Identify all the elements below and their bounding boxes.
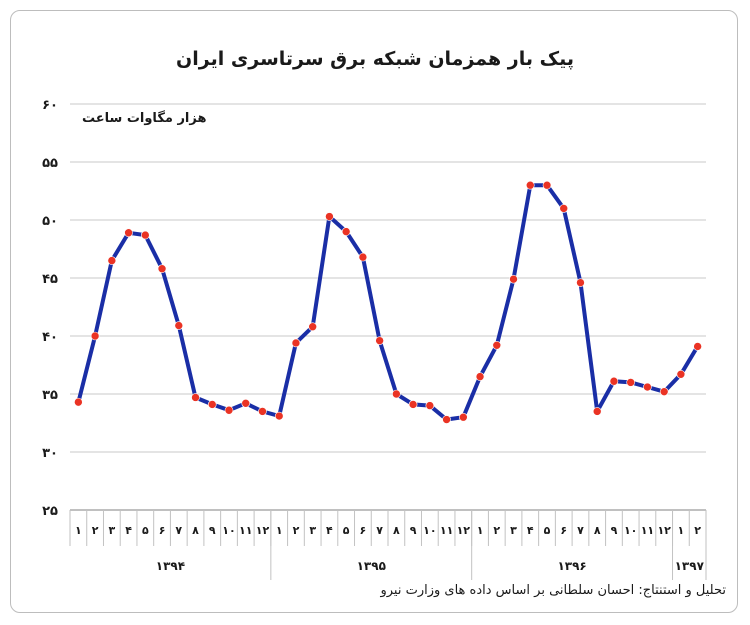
series-line [76,183,700,422]
x-tick-label: ۱۲ [457,524,471,537]
x-tick-label: ۶ [360,524,367,537]
data-point [459,412,468,422]
data-point [509,274,518,284]
x-tick-label: ۱۰ [624,524,637,537]
data-point [592,407,602,416]
data-point [191,393,200,402]
data-point [141,230,150,240]
data-point [425,401,435,410]
source-credit: تحلیل و استنتاج: احسان سلطانی بر اساس دا… [380,583,726,598]
x-tick-label: ۵ [142,524,149,537]
data-point [576,278,585,287]
data-point [442,415,451,424]
x-tick-label: ۱ [477,524,484,537]
data-point [325,212,334,221]
data-point [609,376,619,386]
x-tick-label: ۲ [92,524,99,537]
data-point [258,407,267,416]
data-point [676,369,686,379]
y-tick-label: ۵۰ [42,214,58,229]
data-point [308,322,317,332]
data-point [291,338,301,348]
data-point [643,382,652,392]
x-tick-label: ۸ [192,524,199,537]
y-tick-label: ۳۰ [42,446,58,461]
x-tick-label: ۱۱ [440,524,453,537]
data-point [207,400,217,409]
x-tick-label: ۲ [493,524,500,537]
x-tick-label: ۲ [293,524,300,537]
data-point [174,321,184,330]
x-tick-label: ۹ [410,524,417,537]
data-point [90,331,100,341]
y-tick-label: ۶۰ [42,98,58,113]
chart-title: پیک بار همزمان شبکه برق سرتاسری ایران [176,48,574,70]
y-tick-label: ۵۵ [42,156,58,171]
data-point [659,387,669,396]
data-point [124,228,133,238]
x-tick-label: ۴ [527,524,534,537]
x-tick-label: ۵ [544,524,551,537]
y-axis-unit-label: هزار مگاوات ساعت [82,111,207,126]
x-tick-label: ۳ [108,524,115,537]
data-point [626,378,635,387]
data-point [241,398,251,408]
year-label: ۱۳۹۶ [557,559,586,573]
x-tick-label: ۳ [510,524,517,537]
x-tick-label: ۱۲ [256,524,270,537]
year-label: ۱۳۹۴ [156,559,185,573]
x-tick-label: ۹ [209,524,216,537]
x-tick-label: ۱ [276,524,283,537]
y-tick-label: ۲۵ [42,504,58,519]
x-tick-label: ۷ [376,524,383,537]
x-tick-label: ۳ [309,524,316,537]
data-point [74,397,83,407]
year-label: ۱۳۹۵ [357,559,386,573]
data-markers [74,180,702,424]
x-tick-label: ۱ [75,524,82,537]
x-tick-label: ۹ [611,524,618,537]
y-tick-label: ۳۵ [42,388,58,403]
x-tick-label: ۵ [343,524,350,537]
data-point [392,389,401,399]
data-point [157,264,167,274]
data-point [525,180,535,190]
x-tick-label: ۷ [577,524,584,537]
x-tick-label: ۱ [678,524,685,537]
x-tick-label: ۸ [594,524,601,537]
x-tick-label: ۱۱ [641,524,654,537]
x-tick-label: ۶ [560,524,567,537]
x-tick-label: ۴ [125,524,132,537]
data-point [107,256,117,265]
y-tick-label: ۴۵ [42,272,58,287]
x-tick-label: ۴ [326,524,333,537]
data-point [475,372,485,381]
data-point [542,180,552,190]
x-tick-label: ۸ [393,524,400,537]
x-tick-label: ۱۱ [239,524,252,537]
data-point [358,252,368,262]
data-point [274,411,284,421]
x-tick-label: ۱۲ [657,524,671,537]
data-point [559,204,569,213]
data-point [492,340,502,350]
data-point [375,336,384,345]
data-point [693,342,702,351]
x-tick-label: ۷ [175,524,182,537]
data-series [76,183,700,422]
x-tick-label: ۶ [159,524,166,537]
data-point [408,400,418,409]
x-tick-label: ۱۰ [222,524,235,537]
grid-lines [70,103,706,453]
x-tick-label: ۲ [694,524,701,537]
data-point [224,405,234,415]
x-tick-label: ۱۰ [423,524,436,537]
year-label: ۱۳۹۷ [675,559,705,573]
data-point [341,227,351,236]
y-tick-label: ۴۰ [42,330,58,345]
